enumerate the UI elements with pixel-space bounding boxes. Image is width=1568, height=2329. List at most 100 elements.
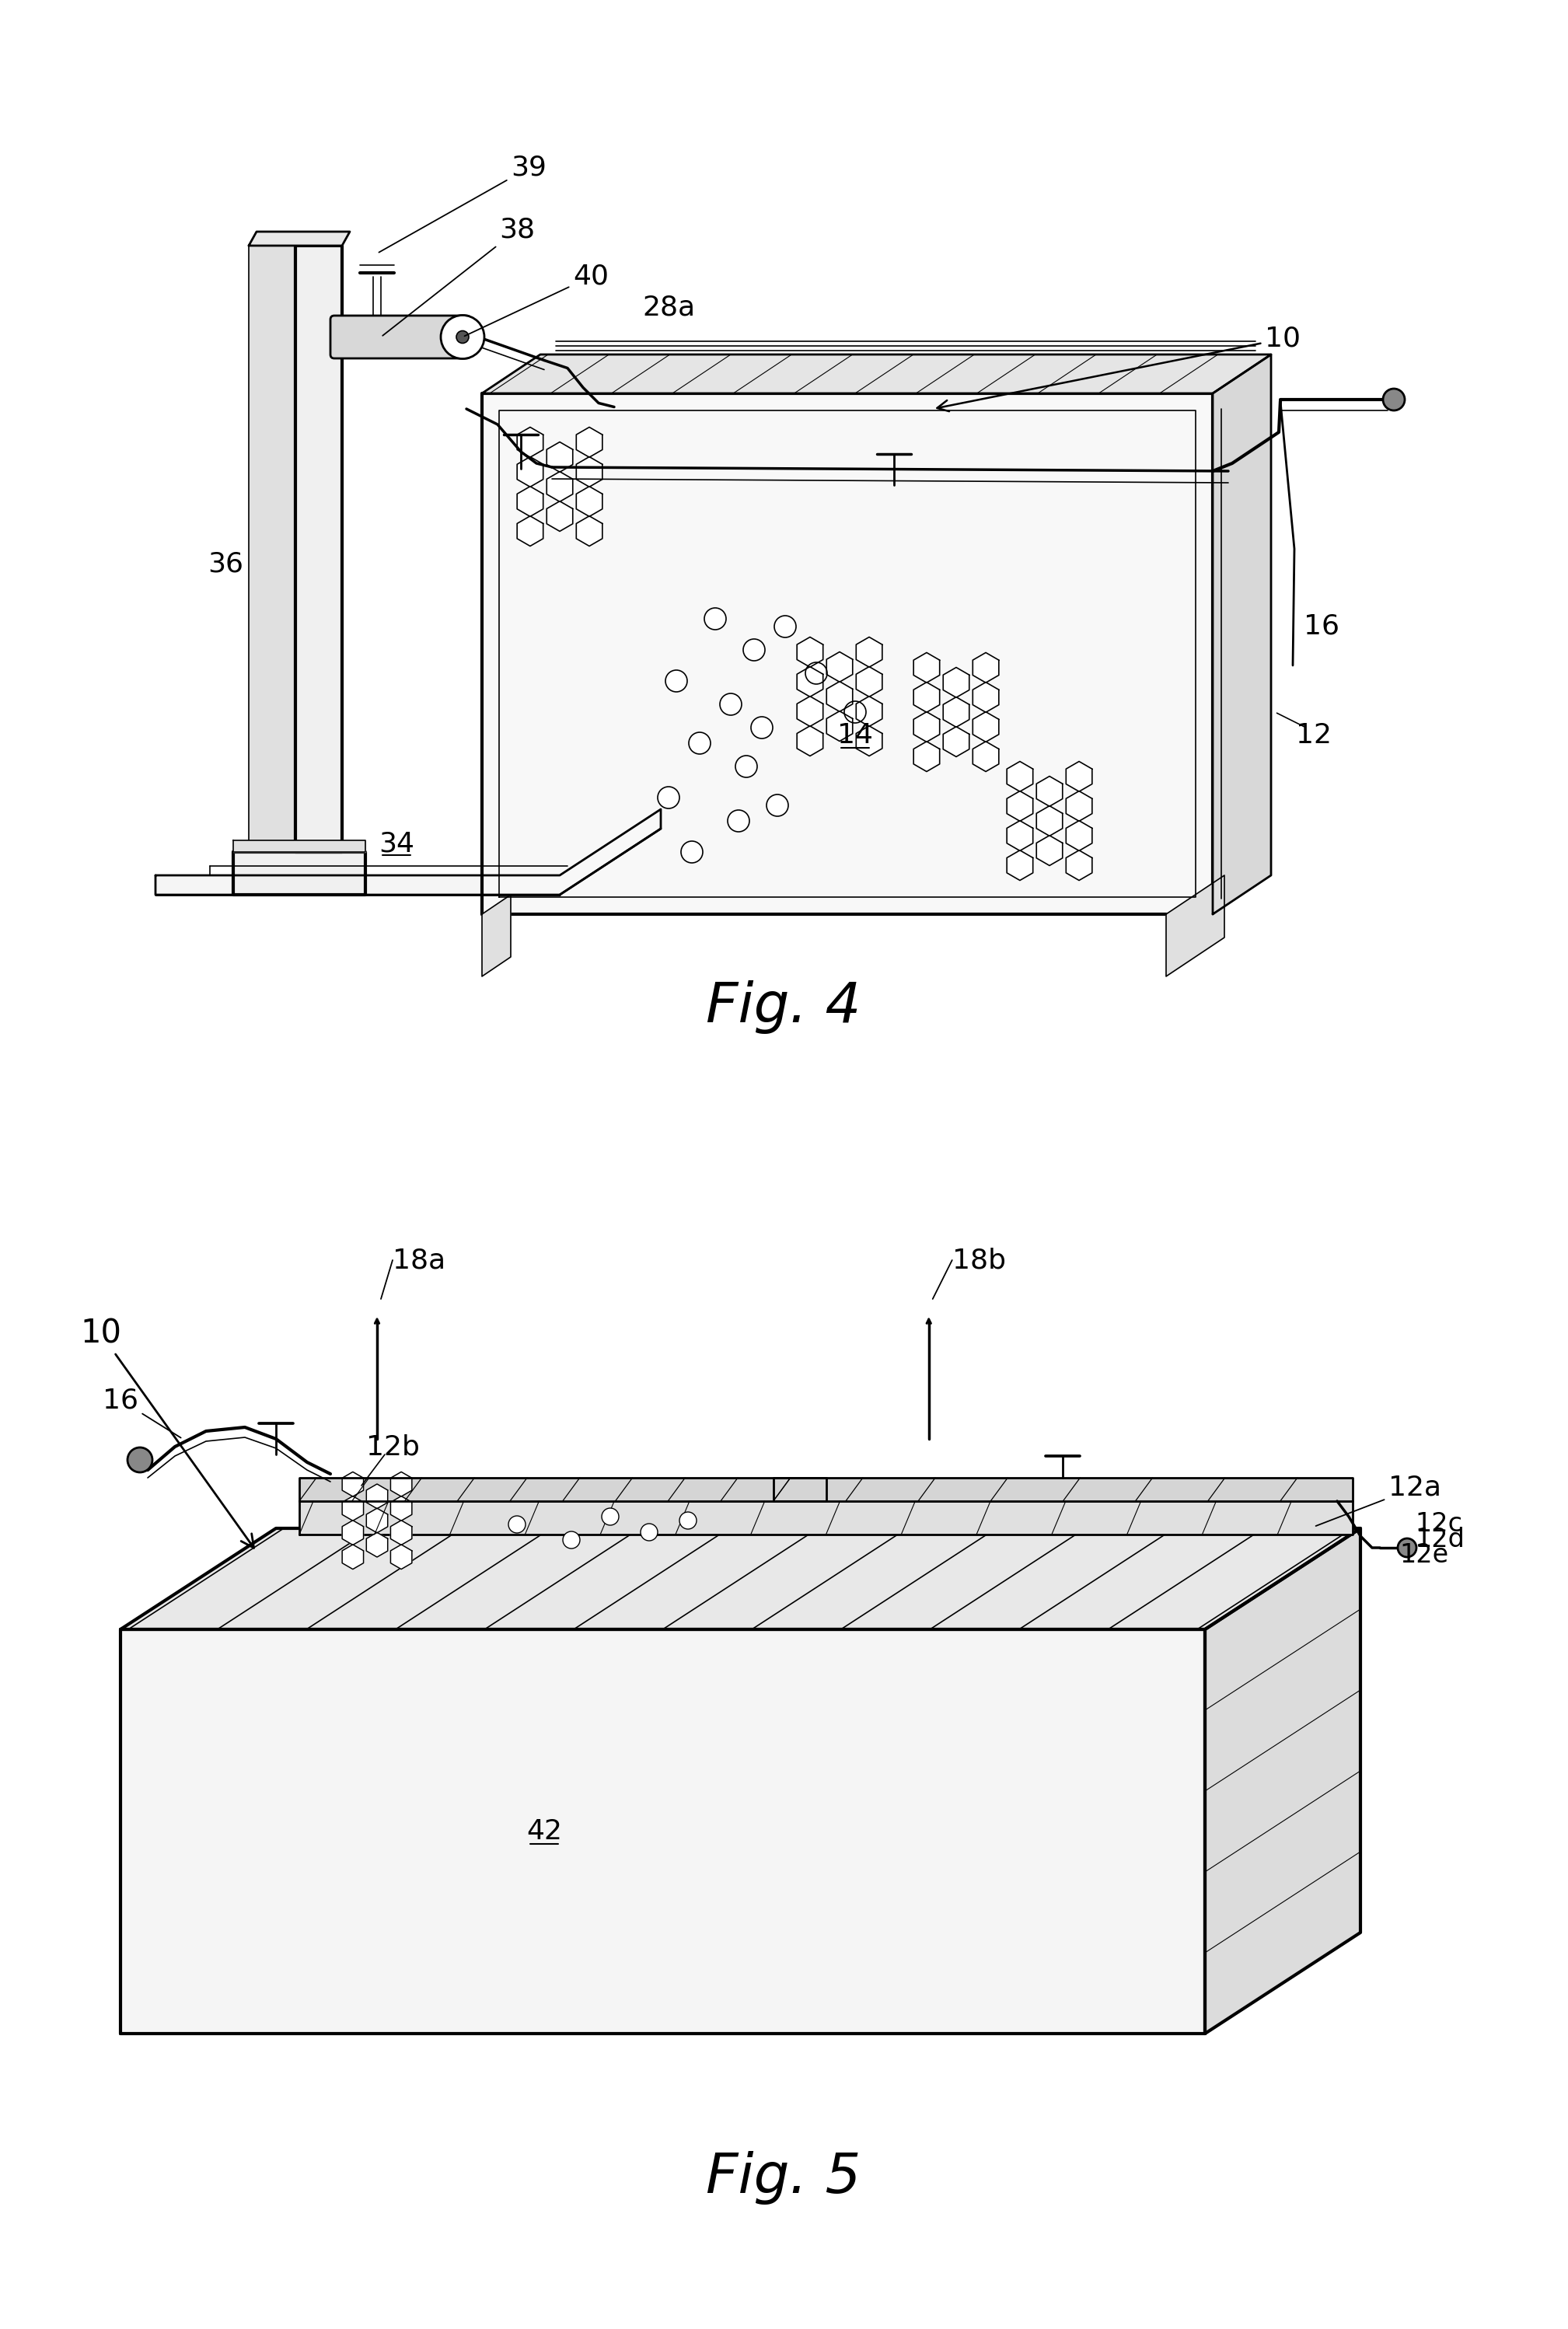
Circle shape <box>657 787 679 808</box>
Text: 10: 10 <box>80 1318 254 1549</box>
Text: 18b: 18b <box>952 1246 1005 1274</box>
Polygon shape <box>826 710 853 741</box>
Circle shape <box>456 331 469 342</box>
Polygon shape <box>577 487 602 517</box>
Polygon shape <box>367 1484 387 1509</box>
Polygon shape <box>342 1544 364 1570</box>
Polygon shape <box>121 1630 1204 2033</box>
Polygon shape <box>517 487 543 517</box>
Polygon shape <box>797 696 823 727</box>
Text: 12: 12 <box>1295 722 1331 748</box>
Circle shape <box>563 1532 580 1549</box>
Circle shape <box>508 1516 525 1532</box>
Polygon shape <box>914 713 939 743</box>
Polygon shape <box>914 741 939 771</box>
Polygon shape <box>390 1495 412 1521</box>
Text: 16: 16 <box>1303 613 1339 640</box>
Polygon shape <box>972 741 999 771</box>
Polygon shape <box>547 470 572 501</box>
Polygon shape <box>1007 850 1033 880</box>
Text: 12b: 12b <box>365 1432 419 1460</box>
Text: 10: 10 <box>938 326 1300 412</box>
Polygon shape <box>797 666 823 696</box>
Polygon shape <box>577 456 602 487</box>
Polygon shape <box>944 727 969 757</box>
Polygon shape <box>797 727 823 757</box>
Circle shape <box>665 671 687 692</box>
Circle shape <box>127 1446 152 1472</box>
FancyBboxPatch shape <box>331 317 470 359</box>
Text: Fig. 4: Fig. 4 <box>706 981 861 1034</box>
Polygon shape <box>249 245 295 852</box>
Circle shape <box>767 794 789 815</box>
Polygon shape <box>972 652 999 682</box>
Polygon shape <box>856 727 883 757</box>
Text: 16: 16 <box>102 1386 180 1437</box>
Text: 12c: 12c <box>1414 1512 1463 1537</box>
Circle shape <box>704 608 726 629</box>
Polygon shape <box>234 841 365 852</box>
Circle shape <box>681 841 702 862</box>
Circle shape <box>688 731 710 755</box>
Polygon shape <box>1212 354 1272 915</box>
Polygon shape <box>299 1502 1353 1535</box>
Polygon shape <box>773 1479 1353 1502</box>
Text: 40: 40 <box>464 263 608 335</box>
Polygon shape <box>249 231 350 245</box>
Polygon shape <box>1036 776 1063 806</box>
Text: 38: 38 <box>383 217 535 335</box>
Circle shape <box>441 314 485 359</box>
Polygon shape <box>155 808 660 894</box>
Polygon shape <box>1066 792 1091 822</box>
Polygon shape <box>856 696 883 727</box>
Polygon shape <box>481 894 511 976</box>
Circle shape <box>844 701 866 722</box>
Polygon shape <box>390 1472 412 1498</box>
Text: 14: 14 <box>837 722 873 748</box>
Polygon shape <box>972 713 999 743</box>
Circle shape <box>1383 389 1405 410</box>
Polygon shape <box>367 1532 387 1558</box>
Polygon shape <box>1066 820 1091 850</box>
Polygon shape <box>914 652 939 682</box>
Text: 18a: 18a <box>392 1246 445 1274</box>
Polygon shape <box>342 1472 364 1498</box>
Polygon shape <box>972 682 999 713</box>
Polygon shape <box>1036 806 1063 836</box>
Polygon shape <box>944 696 969 727</box>
Text: 12a: 12a <box>1316 1474 1441 1525</box>
Circle shape <box>728 810 750 831</box>
Circle shape <box>641 1523 657 1542</box>
Text: 12d: 12d <box>1414 1528 1465 1553</box>
Text: 12e: 12e <box>1399 1542 1449 1567</box>
Polygon shape <box>1066 850 1091 880</box>
Polygon shape <box>295 245 342 852</box>
Polygon shape <box>547 443 572 473</box>
Circle shape <box>602 1509 619 1525</box>
Text: 34: 34 <box>378 831 414 857</box>
Text: 42: 42 <box>527 1819 561 1845</box>
Circle shape <box>743 638 765 661</box>
Polygon shape <box>1007 792 1033 822</box>
Polygon shape <box>517 426 543 456</box>
Polygon shape <box>914 682 939 713</box>
Polygon shape <box>481 354 1272 394</box>
Circle shape <box>720 694 742 715</box>
Polygon shape <box>390 1521 412 1544</box>
Circle shape <box>775 615 797 638</box>
Text: 36: 36 <box>207 552 243 578</box>
Circle shape <box>806 661 828 685</box>
Polygon shape <box>342 1521 364 1544</box>
Text: 28a: 28a <box>641 296 695 321</box>
Circle shape <box>735 755 757 778</box>
Polygon shape <box>390 1544 412 1570</box>
Polygon shape <box>1036 836 1063 866</box>
Polygon shape <box>342 1495 364 1521</box>
Polygon shape <box>856 666 883 696</box>
Polygon shape <box>944 668 969 696</box>
Polygon shape <box>577 517 602 545</box>
Polygon shape <box>826 652 853 682</box>
Polygon shape <box>481 394 1212 915</box>
Polygon shape <box>299 1479 826 1502</box>
Polygon shape <box>1066 762 1091 792</box>
